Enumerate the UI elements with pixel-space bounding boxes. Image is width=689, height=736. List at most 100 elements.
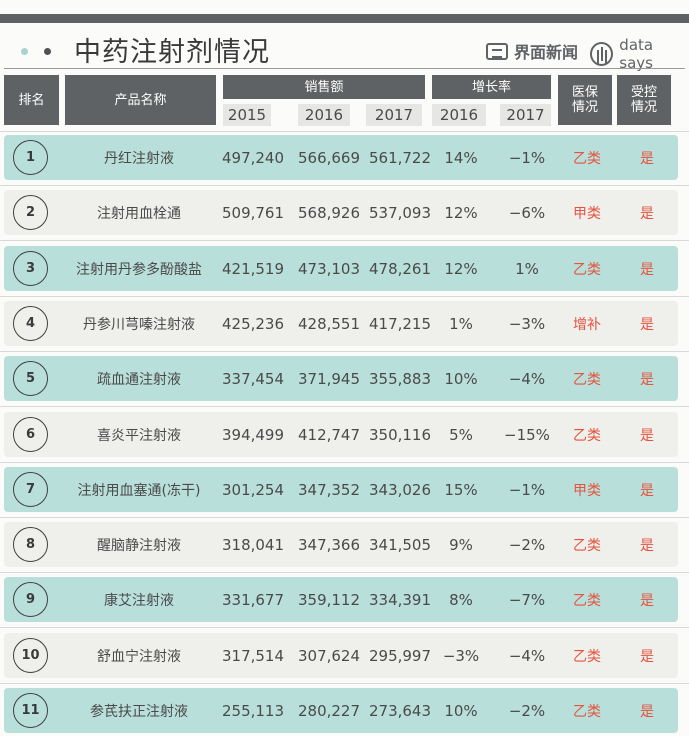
row-divider [0, 351, 689, 352]
col-header-product: 产品名称 [65, 75, 216, 125]
sales-2016: 371,945 [297, 369, 361, 388]
brand-jiemian: 界面新闻 [486, 39, 578, 63]
sales-2016: 280,227 [297, 701, 361, 720]
growth-2017: −1% [508, 148, 546, 167]
rank-badge: 10 [13, 638, 48, 673]
col-header-growth: 增长率 [432, 75, 551, 99]
table-row: 8 醒脑静注射液 318,041 347,366 341,505 9% −2% 乙类 是 [4, 522, 678, 567]
col-header-sales-2017: 2017 [366, 104, 422, 126]
sales-2015: 394,499 [221, 425, 285, 444]
table-row: 4 丹参川芎嗪注射液 425,236 428,551 417,215 1% −3% 增补 是 [4, 301, 678, 346]
sales-2017: 561,722 [368, 148, 432, 167]
growth-2016: 1% [449, 314, 473, 333]
sales-2017: 478,261 [368, 259, 432, 278]
title-row: 中药注射剂情况 界面新闻 data says [0, 26, 689, 72]
col-header-rank: 排名 [4, 75, 59, 125]
table-row: 5 疏血通注射液 337,454 371,945 355,883 10% −4% 乙类 是 [4, 356, 678, 401]
sales-2015: 497,240 [221, 148, 285, 167]
sales-2017: 273,643 [368, 701, 432, 720]
table-row: 11 参芪扶正注射液 255,113 280,227 273,643 10% −2% 乙类 是 [4, 688, 678, 733]
sales-2015: 318,041 [221, 535, 285, 554]
col-header-sales-2015: 2015 [223, 104, 271, 126]
sales-2017: 334,391 [368, 590, 432, 609]
growth-2016: 8% [449, 590, 473, 609]
growth-2017: 1% [515, 259, 539, 278]
sales-2015: 317,514 [221, 646, 285, 665]
row-divider [0, 517, 689, 518]
product-name: 注射用血栓通 [97, 205, 181, 222]
col-header-sales: 销售额 [223, 75, 425, 99]
insurance-status: 乙类 [573, 371, 601, 388]
growth-2017: −2% [508, 535, 546, 554]
controlled-status: 是 [640, 427, 654, 444]
rank-badge: 6 [13, 417, 48, 452]
sales-2017: 417,215 [368, 314, 432, 333]
sales-2015: 421,519 [221, 259, 285, 278]
growth-2016: 10% [444, 701, 478, 720]
rank-badge: 1 [13, 140, 48, 175]
row-divider [0, 185, 689, 186]
growth-2017: −1% [508, 480, 546, 499]
sales-2015: 337,454 [221, 369, 285, 388]
brand-jiemian-label: 界面新闻 [514, 43, 579, 62]
page-title: 中药注射剂情况 [74, 37, 270, 68]
insurance-status: 甲类 [573, 482, 601, 499]
product-name: 丹参川芎嗪注射液 [83, 316, 195, 333]
product-name: 舒血宁注射液 [97, 648, 181, 665]
product-name: 喜炎平注射液 [97, 427, 181, 444]
sales-2015: 301,254 [221, 480, 285, 499]
table-row: 1 丹红注射液 497,240 566,669 561,722 14% −1% 乙类 是 [4, 135, 678, 180]
insurance-status: 乙类 [573, 648, 601, 665]
controlled-status: 是 [640, 648, 654, 665]
insurance-status: 乙类 [573, 261, 601, 278]
row-divider [0, 406, 689, 407]
sales-2016: 473,103 [297, 259, 361, 278]
growth-2017: −2% [508, 701, 546, 720]
growth-2016: 10% [444, 369, 478, 388]
controlled-status: 是 [640, 205, 654, 222]
sales-2015: 425,236 [221, 314, 285, 333]
controlled-status: 是 [640, 592, 654, 609]
row-divider [0, 462, 689, 463]
sales-2017: 355,883 [368, 369, 432, 388]
sales-2017: 295,997 [368, 646, 432, 665]
sales-2015: 509,761 [221, 203, 285, 222]
col-header-insurance: 医保 情况 [558, 75, 612, 125]
product-name: 参芪扶正注射液 [90, 703, 188, 720]
rank-badge: 9 [13, 582, 48, 617]
header-divider [0, 131, 689, 132]
sales-2016: 307,624 [297, 646, 361, 665]
growth-2017: −15% [504, 425, 550, 444]
sales-2016: 566,669 [297, 148, 361, 167]
growth-2016: 12% [444, 259, 478, 278]
growth-2016: 14% [444, 148, 478, 167]
table-row: 6 喜炎平注射液 394,499 412,747 350,116 5% −15% 乙类 是 [4, 412, 678, 457]
col-header-sales-2016: 2016 [298, 104, 350, 126]
controlled-status: 是 [640, 703, 654, 720]
rank-badge: 5 [13, 361, 48, 396]
row-divider [0, 240, 689, 241]
product-name: 康艾注射液 [104, 592, 174, 609]
top-bar [0, 14, 689, 23]
product-name: 注射用丹参多酚酸盐 [76, 261, 202, 278]
row-divider [0, 683, 689, 684]
sales-2017: 537,093 [368, 203, 432, 222]
insurance-status: 乙类 [573, 592, 601, 609]
growth-2017: −4% [508, 646, 546, 665]
controlled-status: 是 [640, 537, 654, 554]
row-divider [0, 572, 689, 573]
growth-2017: −6% [508, 203, 546, 222]
insurance-status: 乙类 [573, 703, 601, 720]
col-header-growth-2016: 2016 [432, 104, 486, 126]
table-row: 10 舒血宁注射液 317,514 307,624 295,997 −3% −4% 乙类 是 [4, 633, 678, 678]
growth-2016: 12% [444, 203, 478, 222]
sales-2015: 255,113 [221, 701, 285, 720]
data-says-logo-icon [590, 42, 614, 66]
rank-badge: 7 [13, 472, 48, 507]
brand-data-says: data says [590, 36, 689, 72]
sales-2017: 341,505 [368, 535, 432, 554]
rank-badge: 2 [13, 195, 48, 230]
rank-badge: 11 [13, 693, 48, 728]
rank-badge: 8 [13, 527, 48, 562]
controlled-status: 是 [640, 371, 654, 388]
